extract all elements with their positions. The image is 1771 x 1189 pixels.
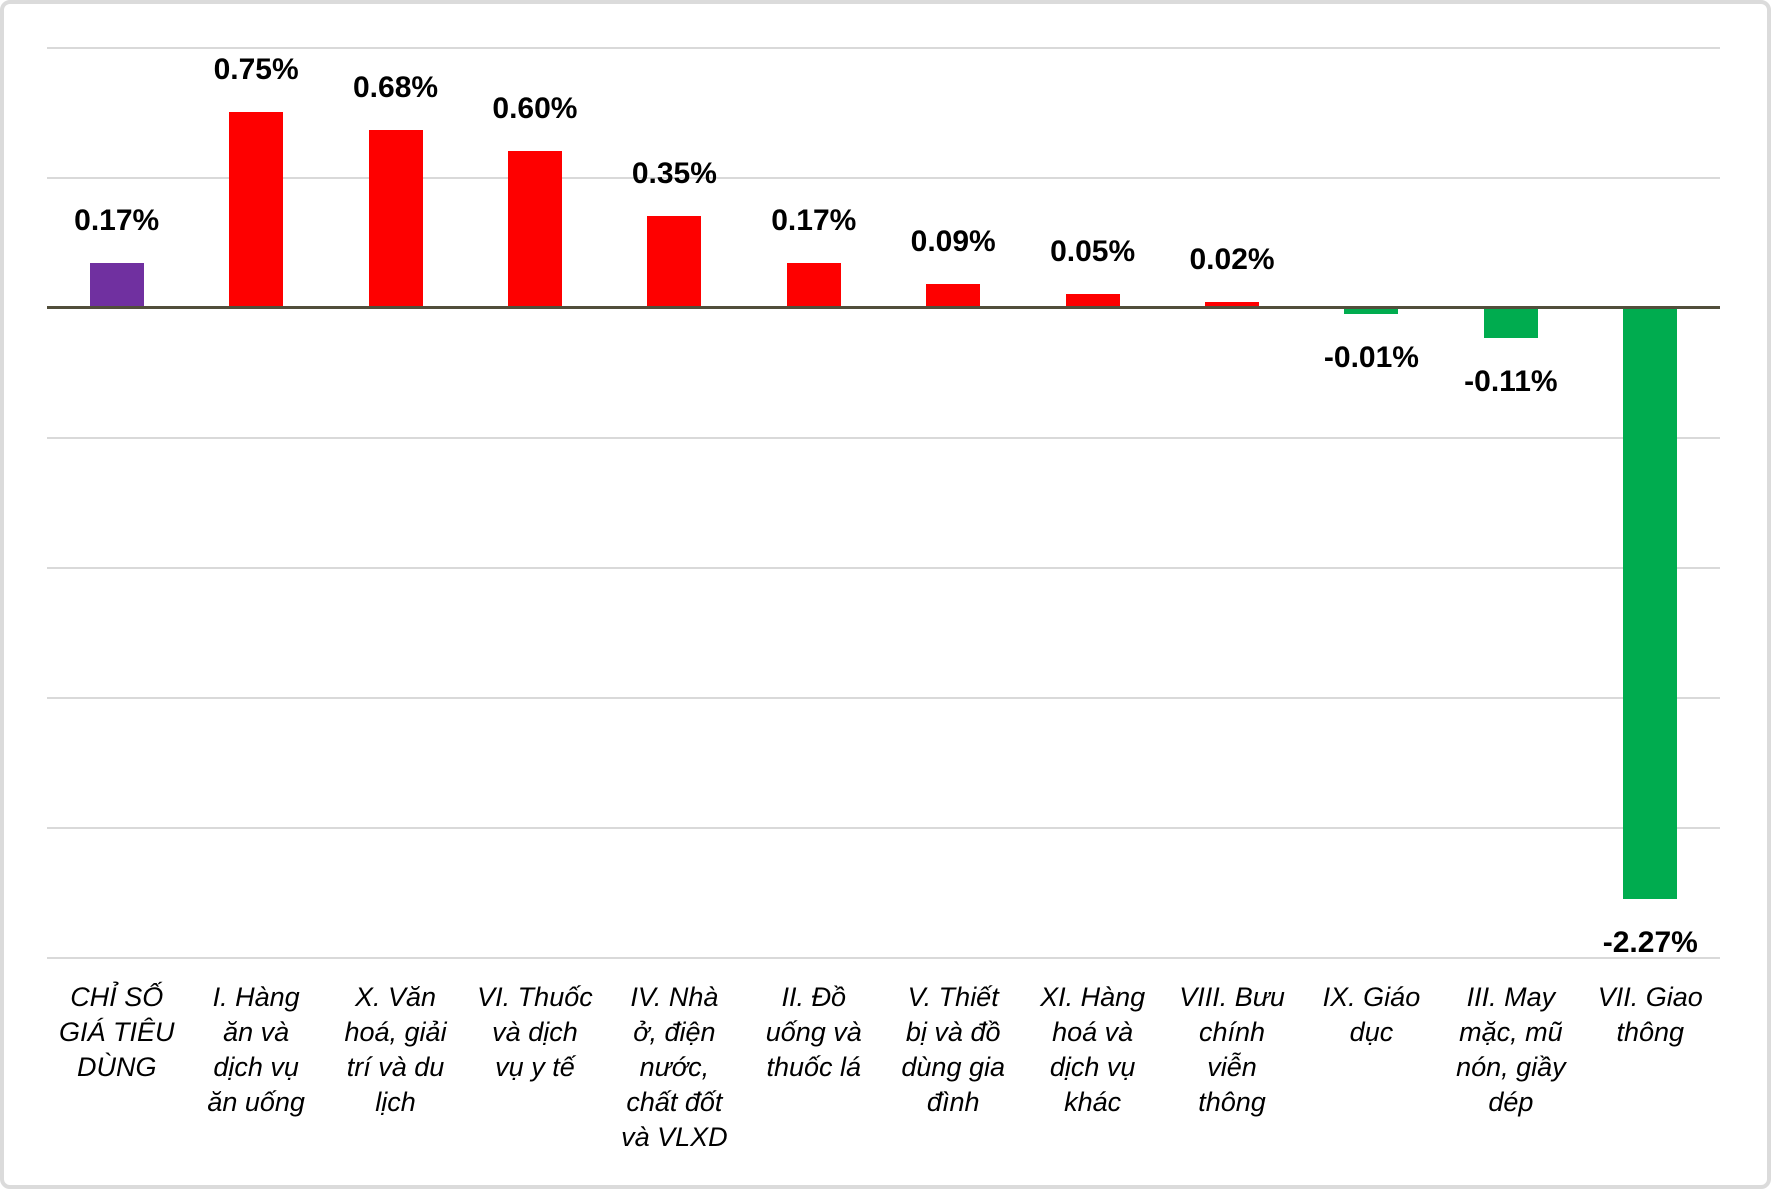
bar-10 [1344,309,1399,314]
gridline [47,567,1720,569]
value-label-6: 0.17% [771,203,857,237]
bar-7 [926,283,981,307]
value-label-4: 0.60% [492,92,578,125]
value-label-1: 0.17% [74,203,160,237]
bar-12 [1623,309,1678,900]
gridline [47,47,1720,49]
bar-4 [507,151,562,307]
category-label-3: X. Văn hoá, giải trí và du lịch [344,982,447,1117]
category-label-6: II. Đồ uống và thuốc lá [765,982,862,1082]
gridline [47,827,1720,829]
category-label-7: V. Thiết bị và đồ dùng gia đình [901,982,1005,1117]
bar-11 [1483,309,1538,338]
gridline [47,957,1720,959]
category-label-1: CHỈ SỐ GIÁ TIÊU DÙNG [58,982,175,1082]
bar-8 [1065,294,1120,307]
value-label-3: 0.68% [352,71,439,105]
value-label-9: 0.02% [1189,242,1275,276]
value-label-7: 0.09% [910,224,996,258]
bar-2 [229,112,284,307]
bar-6 [786,262,841,307]
value-label-11: -0.11% [1464,364,1558,398]
value-label-8: 0.05% [1050,235,1136,268]
category-label-2: I. Hàng ăn và dịch vụ ăn uống [207,982,305,1117]
gridline [47,437,1720,439]
value-label-10: -0.01% [1323,341,1419,374]
zero-axis-line [47,306,1720,309]
category-label-11: III. May mặc, mũ nón, giầy dép [1456,982,1566,1117]
gridline [47,697,1720,699]
category-label-10: IX. Giáo dục [1322,982,1421,1047]
bar-1 [89,262,144,307]
category-label-9: VIII. Bưu chính viễn thông [1179,982,1285,1117]
gridline [47,177,1720,179]
value-label-2: 0.75% [213,53,299,86]
bar-9 [1205,301,1260,307]
bar-5 [647,216,702,307]
category-label-4: VI. Thuốc và dịch vụ y tế [477,982,593,1082]
bar-3 [368,130,423,307]
value-label-5: 0.35% [631,157,717,190]
category-label-8: XI. Hàng hoá và dịch vụ khác [1040,982,1146,1117]
category-label-5: IV. Nhà ở, điện nước, chất đốt và VLXD [621,982,728,1152]
value-label-12: -2.27% [1602,926,1698,960]
category-label-12: VII. Giao thông [1597,982,1703,1047]
